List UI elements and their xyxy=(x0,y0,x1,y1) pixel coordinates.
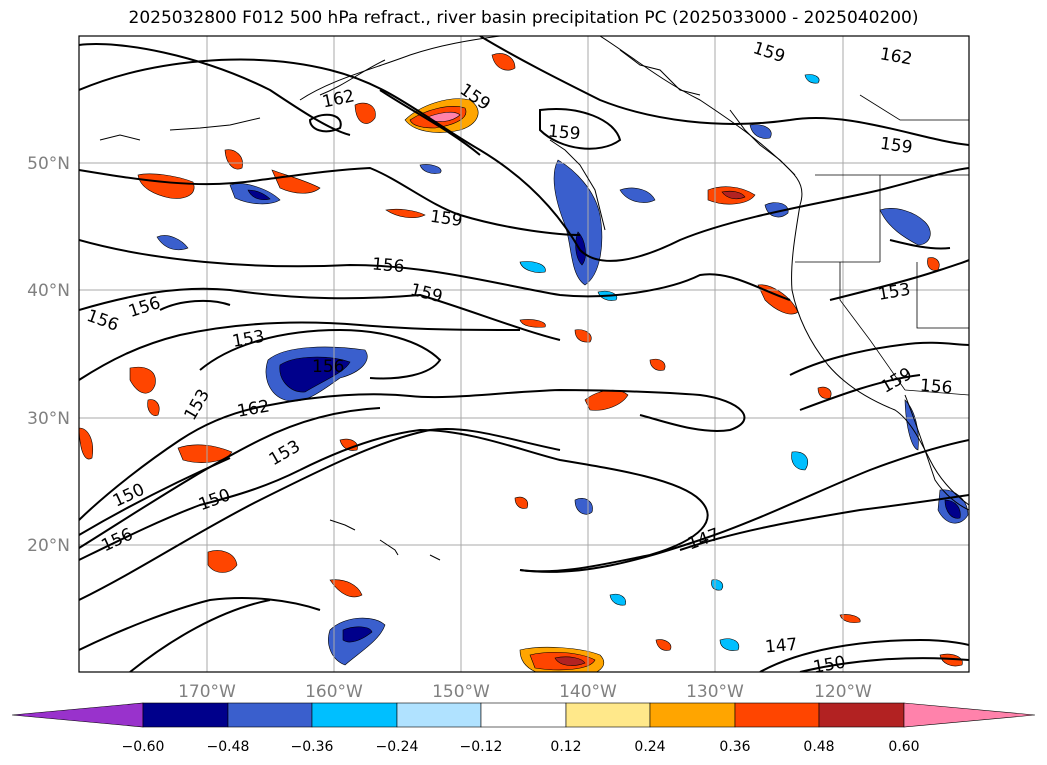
contour-label: 156 xyxy=(371,254,405,277)
colorbar-segment xyxy=(734,702,820,728)
lon-label: 140°W xyxy=(559,682,617,702)
colorbar-tick: 0.48 xyxy=(803,739,834,755)
contour-label: 159 xyxy=(429,207,464,231)
colorbar-segment xyxy=(480,702,567,728)
colorbar-tick: −0.60 xyxy=(122,739,165,755)
longitude-labels: 170°W 160°W 150°W 140°W 130°W 120°W xyxy=(178,682,872,702)
refractivity-contours xyxy=(79,36,969,672)
colorbar-segment xyxy=(311,702,398,728)
map-frame xyxy=(78,35,970,673)
lon-label: 170°W xyxy=(178,682,236,702)
colorbar-segment xyxy=(396,702,482,728)
precip-shading xyxy=(79,53,969,672)
contour-label: 156 xyxy=(312,357,344,377)
lon-label: 120°W xyxy=(814,682,872,702)
colorbar-ticks: −0.60 −0.48 −0.36 −0.24 −0.12 0.12 0.24 … xyxy=(122,739,920,755)
colorbar-tick: −0.36 xyxy=(291,739,334,755)
colorbar-segment xyxy=(818,702,905,728)
colorbar-segment xyxy=(565,702,651,728)
lat-label: 30°N xyxy=(27,409,70,429)
contour-label: 159 xyxy=(547,122,581,145)
borders xyxy=(795,94,969,396)
lat-label: 40°N xyxy=(27,281,70,301)
lon-label: 150°W xyxy=(432,682,490,702)
colorbar-tick: 0.60 xyxy=(888,739,919,755)
colorbar xyxy=(11,702,1036,728)
colorbar-tick: 0.36 xyxy=(719,739,750,755)
colorbar-tick: 0.12 xyxy=(550,739,581,755)
coastlines xyxy=(99,36,969,561)
colorbar-segment xyxy=(649,702,736,728)
colorbar-tick: 0.24 xyxy=(634,739,665,755)
contour-label: 150 xyxy=(812,652,847,677)
colorbar-tick: −0.48 xyxy=(207,739,250,755)
contour-label: 159 xyxy=(879,134,914,158)
colorbar-tick: −0.12 xyxy=(460,739,503,755)
colorbar-extend-left xyxy=(11,702,144,728)
map-title: 2025032800 F012 500 hPa refract., river … xyxy=(128,8,919,28)
colorbar-extend-right xyxy=(903,702,1036,728)
map-panel: 162 159 159 159 162 159 159 156 159 156 … xyxy=(79,36,969,677)
lon-label: 130°W xyxy=(686,682,744,702)
colorbar-segment xyxy=(227,702,313,728)
latitude-labels: 50°N 40°N 30°N 20°N xyxy=(27,154,70,556)
lat-label: 50°N xyxy=(27,154,70,174)
colorbar-tick: −0.24 xyxy=(376,739,419,755)
lat-label: 20°N xyxy=(27,536,70,556)
contour-label: 156 xyxy=(919,376,953,399)
contour-label: 147 xyxy=(764,635,798,658)
lon-label: 160°W xyxy=(305,682,363,702)
colorbar-segment xyxy=(142,702,229,728)
